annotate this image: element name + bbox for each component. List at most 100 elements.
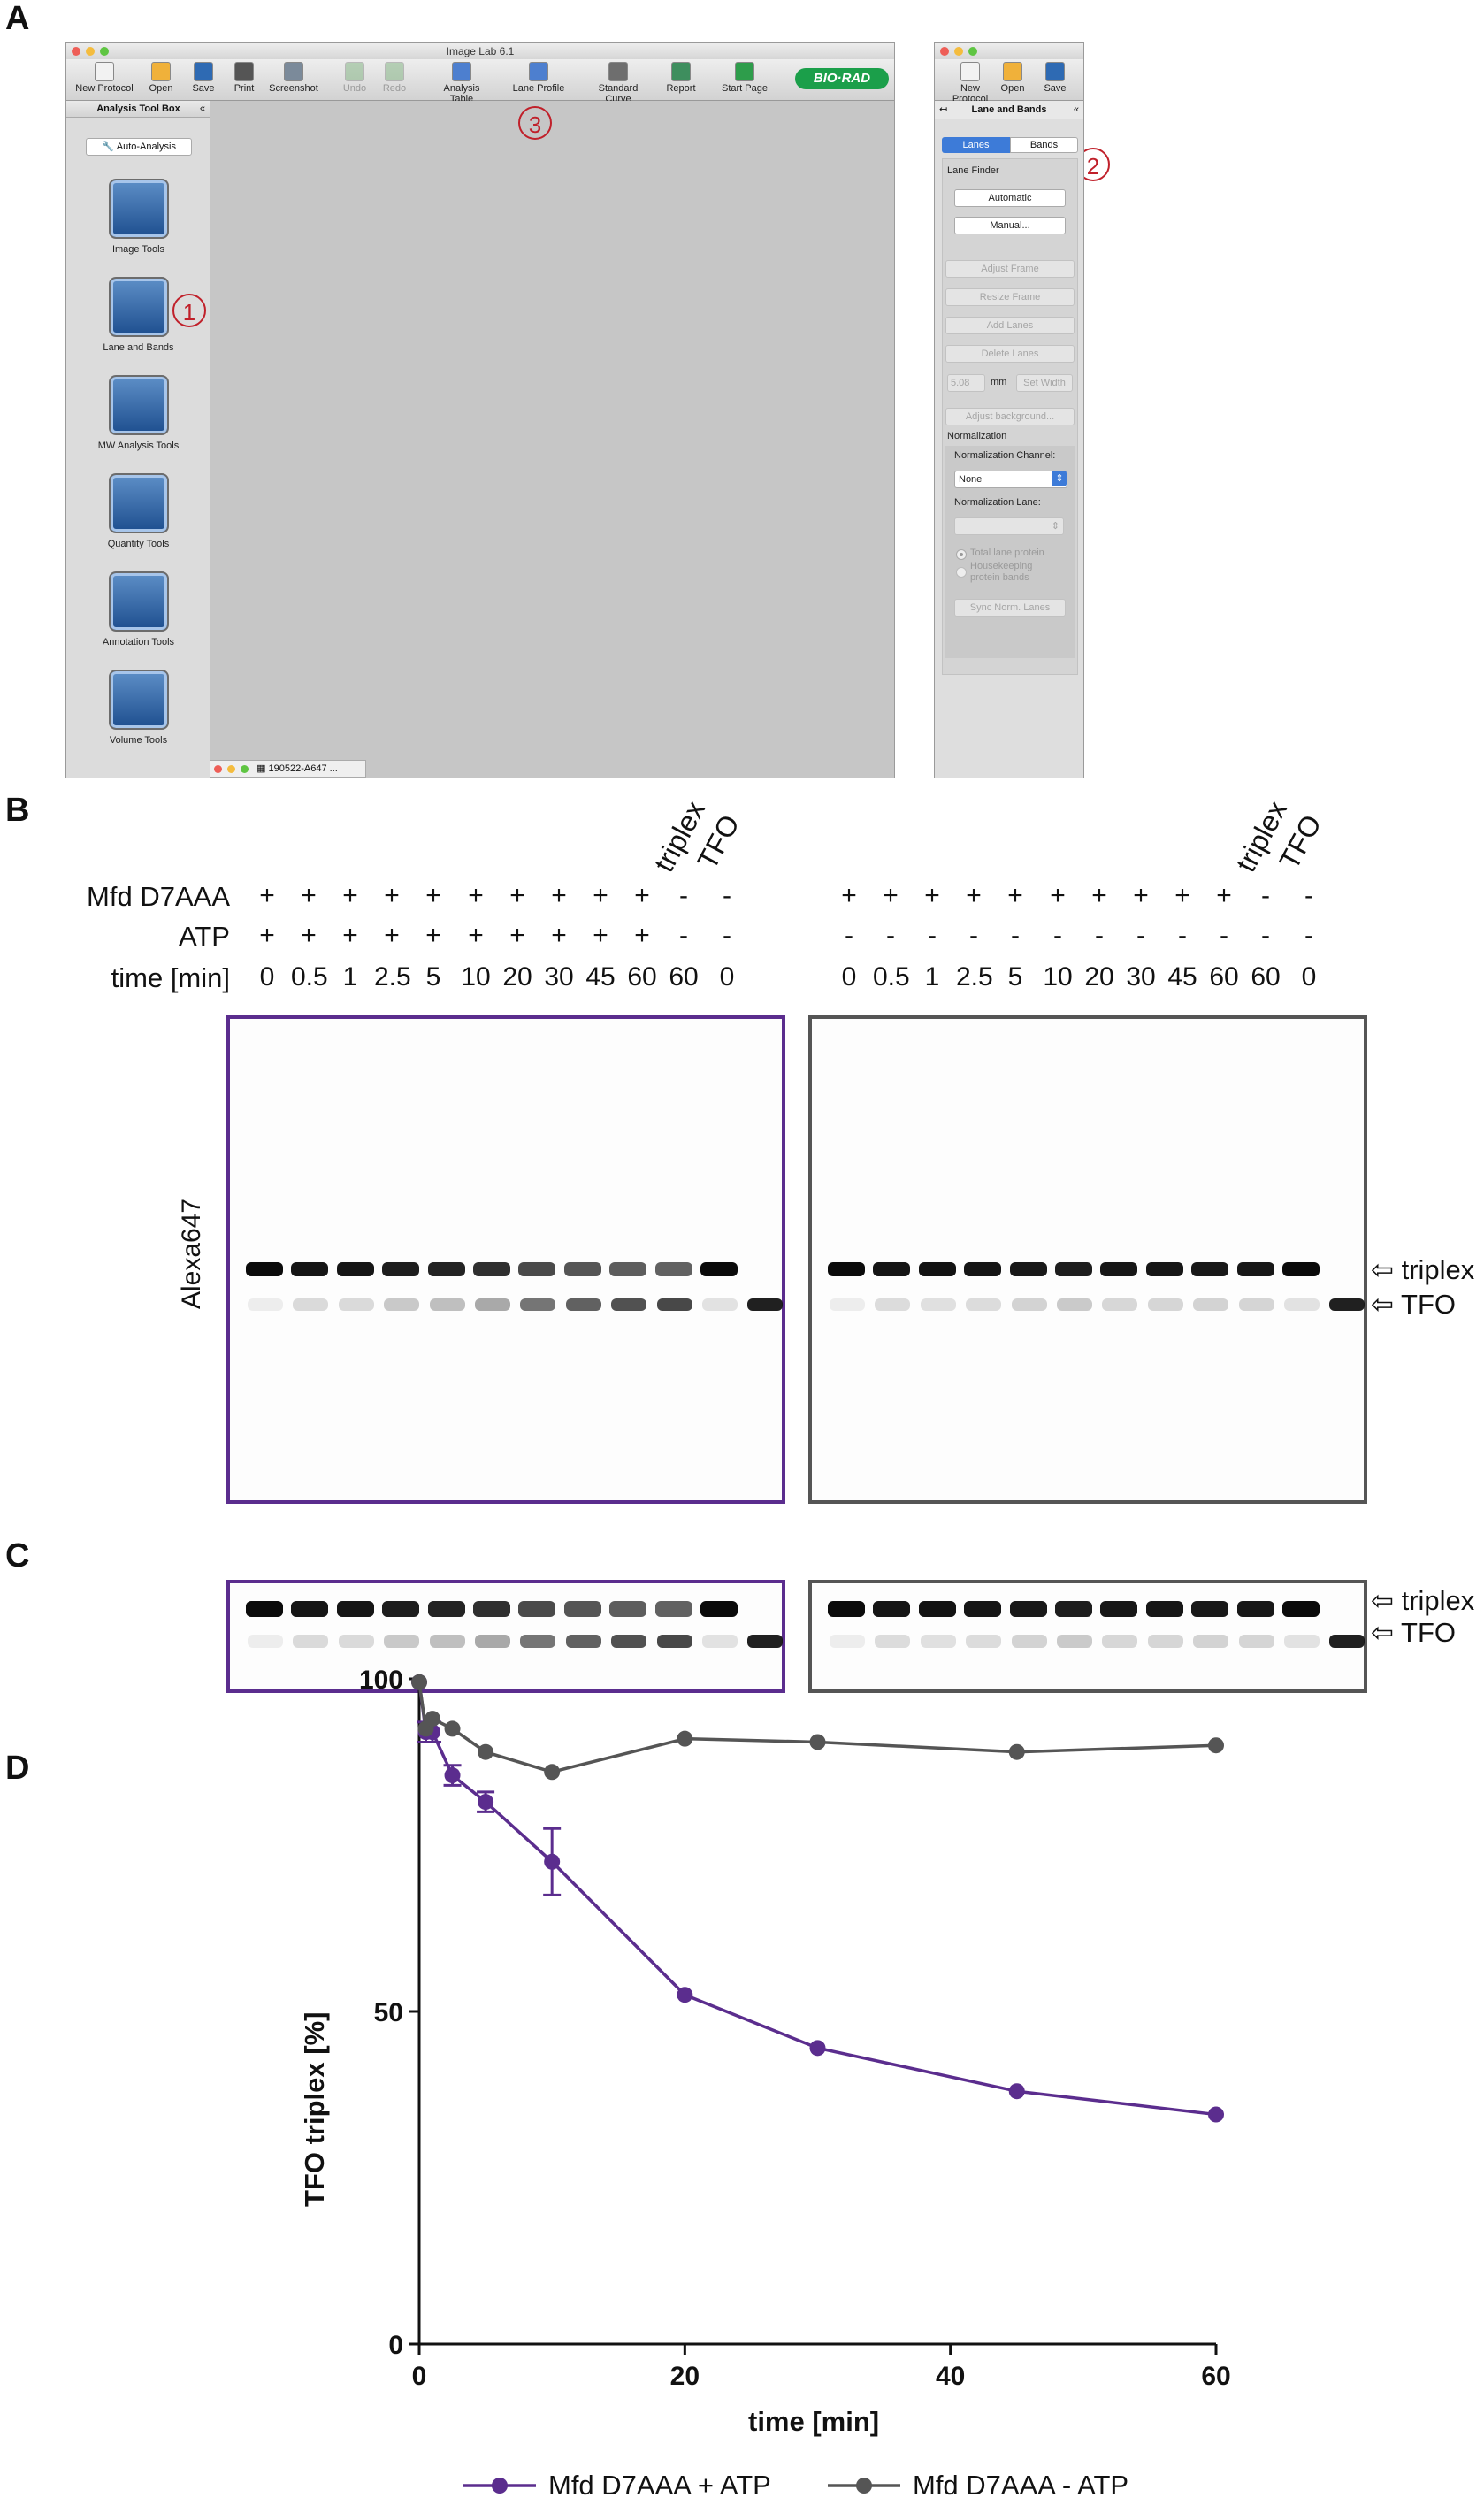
norm-channel-select[interactable]: None ⇕ xyxy=(954,471,1067,488)
tool-volume-tools[interactable]: Volume Tools xyxy=(66,670,210,746)
auto-analysis-button[interactable]: 🔧 Auto-Analysis xyxy=(86,138,192,156)
row-label-mfd: Mfd D7AAA xyxy=(87,881,230,912)
screenshot-button[interactable]: Screenshot xyxy=(263,62,325,94)
right-mfd-lane-10: + xyxy=(1216,881,1232,910)
redo-button[interactable]: Redo xyxy=(363,62,425,94)
start-page-button[interactable]: Start Page xyxy=(714,62,776,94)
triplex-band xyxy=(918,1601,956,1617)
open-button[interactable]: Open xyxy=(130,62,192,94)
save-button[interactable]: Save xyxy=(172,62,234,94)
undo-button[interactable]: Undo xyxy=(324,62,386,94)
radio-total-lane[interactable] xyxy=(956,549,967,560)
left-atp-lane-8: + xyxy=(551,921,567,950)
norm-channel-value: None xyxy=(959,474,983,485)
triplex-band xyxy=(1100,1601,1138,1617)
zoom-window-button[interactable] xyxy=(100,47,109,56)
tfo-band xyxy=(248,1635,283,1649)
lane-width-input[interactable]: 5.08 xyxy=(947,374,985,392)
volume-tools-icon xyxy=(108,670,169,730)
gel-c-minus-atp xyxy=(808,1580,1367,1693)
tfo-band xyxy=(520,1298,556,1311)
toolbox-collapse-icon[interactable]: « xyxy=(199,103,205,114)
triplex-band xyxy=(964,1601,1002,1617)
side-open-button[interactable]: Open xyxy=(995,62,1030,94)
add-lanes-button[interactable]: Add Lanes xyxy=(945,317,1075,334)
resize-frame-button[interactable]: Resize Frame xyxy=(945,288,1075,306)
tfo-band xyxy=(966,1298,1002,1311)
triplex-band xyxy=(873,1262,911,1276)
left-atp-lane-10: + xyxy=(634,921,650,950)
right-time-lane-1: 0 xyxy=(841,962,857,992)
minimize-window-button[interactable] xyxy=(86,47,95,56)
right-mfd-lane-12: - xyxy=(1304,881,1313,910)
lane-profile-button[interactable]: Lane Profile xyxy=(508,62,570,94)
tool-lane-and-bands[interactable]: Lane and Bands xyxy=(66,277,210,353)
right-time-lane-8: 30 xyxy=(1126,962,1156,992)
tool-label: Image Tools xyxy=(111,244,165,255)
tab-bands[interactable]: Bands xyxy=(1010,137,1078,153)
delete-lanes-button[interactable]: Delete Lanes xyxy=(945,345,1075,363)
tool-mw-analysis-tools[interactable]: MW Analysis Tools xyxy=(66,375,210,451)
left-mfd-lane-6: + xyxy=(468,881,484,910)
standard-curve-button[interactable]: Standard Curve xyxy=(587,62,649,104)
tfo-band xyxy=(1238,1298,1274,1311)
close-window-button[interactable] xyxy=(72,47,80,56)
left-atp-lane-9: + xyxy=(593,921,608,950)
tool-image-tools[interactable]: Image Tools xyxy=(66,179,210,255)
panel-label-c: C xyxy=(5,1537,30,1574)
tfo-band xyxy=(475,1635,510,1649)
right-atp-lane-3: - xyxy=(928,921,937,950)
tfo-band xyxy=(875,1298,911,1311)
set-width-button[interactable]: Set Width xyxy=(1016,374,1073,392)
left-mfd-lane-10: + xyxy=(634,881,650,910)
data-point xyxy=(1008,2083,1025,2100)
data-point xyxy=(1208,1737,1224,1754)
tool-annotation-tools[interactable]: Annotation Tools xyxy=(66,571,210,647)
triplex-band xyxy=(654,1262,692,1276)
tool-quantity-tools[interactable]: Quantity Tools xyxy=(66,473,210,549)
gel-b-plus-atp xyxy=(226,1015,785,1504)
lane-finder-label: Lane Finder xyxy=(947,165,999,176)
tfo-band xyxy=(1011,1635,1047,1649)
back-arrow-icon[interactable]: ↤ xyxy=(939,104,948,115)
left-time-lane-7: 20 xyxy=(502,962,532,992)
manual-button[interactable]: Manual... xyxy=(954,217,1066,234)
right-time-lane-10: 60 xyxy=(1209,962,1239,992)
panel-collapse-icon[interactable]: « xyxy=(1073,104,1079,115)
series-line-1 xyxy=(417,1681,1217,2117)
radio-housekeeping[interactable] xyxy=(956,567,967,578)
sync-norm-lanes-button[interactable]: Sync Norm. Lanes xyxy=(954,599,1066,617)
tfo-band xyxy=(1057,1298,1092,1311)
triplex-band xyxy=(1055,1262,1092,1276)
right-mfd-lane-1: + xyxy=(841,881,857,910)
tab-lanes[interactable]: Lanes xyxy=(942,137,1010,153)
tfo-band xyxy=(1102,1298,1138,1311)
analysis-table-button[interactable]: Analysis Table xyxy=(431,62,493,104)
report-button[interactable]: Report xyxy=(650,62,712,94)
gel-c-plus-atp xyxy=(226,1580,785,1693)
norm-lane-select[interactable]: ⇕ xyxy=(954,517,1064,535)
tfo-band xyxy=(611,1298,647,1311)
automatic-button[interactable]: Automatic xyxy=(954,189,1066,207)
adjust-frame-button[interactable]: Adjust Frame xyxy=(945,260,1075,278)
triplex-band xyxy=(427,1262,465,1276)
side-new-protocol-button[interactable]: New Protocol xyxy=(942,62,998,104)
tool-label: Lane and Bands xyxy=(103,342,174,353)
tfo-band xyxy=(830,1635,865,1649)
left-atp-lane-11: - xyxy=(679,921,688,950)
gel-b-minus-atp xyxy=(808,1015,1367,1504)
data-point xyxy=(444,1767,461,1784)
new-protocol-button[interactable]: New Protocol xyxy=(73,62,135,94)
open-image-tab[interactable]: ▦ 190522-A647 ... xyxy=(210,760,366,778)
right-time-lane-3: 1 xyxy=(924,962,940,992)
left-atp-lane-4: + xyxy=(384,921,400,950)
side-toolbar: New Protocol Open Save xyxy=(935,59,1083,104)
norm-lane-label: Normalization Lane: xyxy=(954,497,1041,508)
image-canvas-area[interactable] xyxy=(210,101,894,778)
print-button[interactable]: Print xyxy=(213,62,275,94)
panel-label-a: A xyxy=(5,0,30,37)
right-time-lane-12: 0 xyxy=(1301,962,1317,992)
adjust-background-button[interactable]: Adjust background... xyxy=(945,408,1075,425)
marker-tfo-b: ⇦ TFO xyxy=(1371,1289,1457,1320)
side-save-button[interactable]: Save xyxy=(1037,62,1073,94)
